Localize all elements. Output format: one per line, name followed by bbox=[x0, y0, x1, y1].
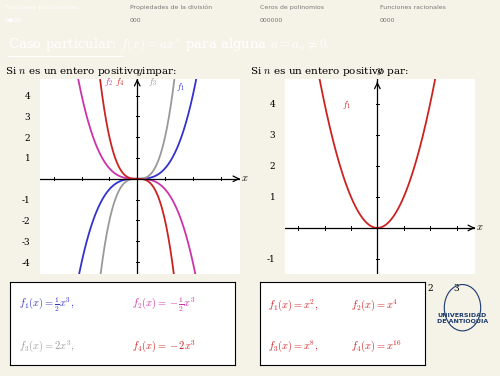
Text: $f_1$: $f_1$ bbox=[176, 81, 185, 93]
Text: $y$: $y$ bbox=[376, 67, 383, 77]
Text: $y$: $y$ bbox=[136, 67, 143, 78]
Text: Si $n$ es un entero positivo par:: Si $n$ es un entero positivo par: bbox=[250, 65, 409, 78]
Text: $f_3(x) = x^8,$: $f_3(x) = x^8,$ bbox=[268, 339, 318, 355]
Text: Si $n$ es un entero positivo impar:: Si $n$ es un entero positivo impar: bbox=[5, 65, 177, 78]
Text: $f_2(x) = x^4$: $f_2(x) = x^4$ bbox=[351, 297, 398, 313]
Text: $f_2(x) = -\frac{1}{2}x^3$: $f_2(x) = -\frac{1}{2}x^3$ bbox=[132, 296, 196, 314]
Text: 0●00: 0●00 bbox=[5, 18, 22, 23]
Text: $f_1(x) = \frac{1}{2}x^3,$: $f_1(x) = \frac{1}{2}x^3,$ bbox=[19, 296, 74, 314]
Text: $x$: $x$ bbox=[242, 174, 249, 183]
Text: UNIVERSIDAD
DE ANTIOQUIA: UNIVERSIDAD DE ANTIOQUIA bbox=[437, 313, 488, 324]
Text: Propiedades de la división: Propiedades de la división bbox=[130, 5, 212, 11]
Text: Caso particular: $f(x) = ax^n$ para alguna $a = a_n \neq 0.$: Caso particular: $f(x) = ax^n$ para algu… bbox=[8, 35, 330, 53]
Text: $f_1(x) = x^2,$: $f_1(x) = x^2,$ bbox=[268, 297, 318, 313]
Text: $f_4(x) = x^{16}$: $f_4(x) = x^{16}$ bbox=[351, 339, 402, 355]
Text: $f_1$: $f_1$ bbox=[342, 99, 351, 111]
Text: $f_2$: $f_2$ bbox=[104, 76, 114, 88]
Text: 000: 000 bbox=[130, 18, 141, 23]
Text: $f_3$: $f_3$ bbox=[148, 76, 157, 88]
Text: 0000: 0000 bbox=[380, 18, 396, 23]
Text: Funciones polinomiales: Funciones polinomiales bbox=[5, 5, 78, 10]
Text: $f_3(x) = 2x^3,$: $f_3(x) = 2x^3,$ bbox=[19, 339, 74, 355]
Text: $f_4(x) = -2x^3$: $f_4(x) = -2x^3$ bbox=[132, 339, 196, 355]
Text: 000000: 000000 bbox=[260, 18, 283, 23]
Text: $f_4$: $f_4$ bbox=[116, 76, 124, 88]
Text: $x$: $x$ bbox=[476, 223, 484, 232]
Text: Funciones racionales: Funciones racionales bbox=[380, 5, 446, 10]
Text: Ceros de polinomios: Ceros de polinomios bbox=[260, 5, 324, 10]
